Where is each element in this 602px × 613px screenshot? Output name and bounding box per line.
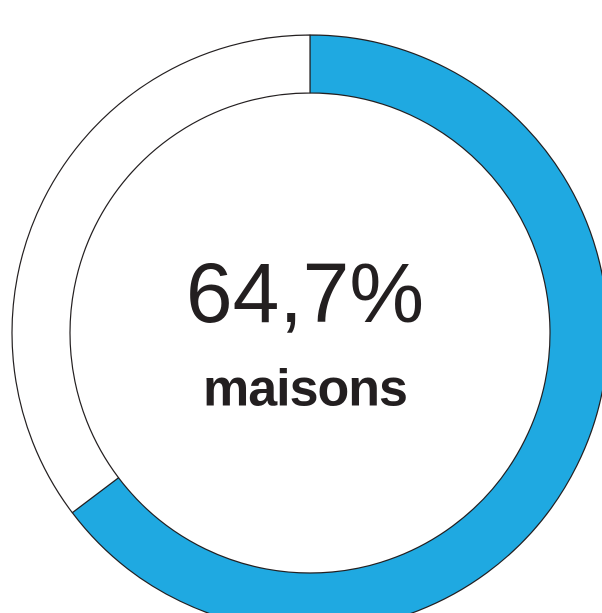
donut-segment: [11, 34, 311, 514]
donut-segment: [71, 34, 602, 613]
center-label: maisons: [203, 360, 407, 418]
center-value: 64,7%: [186, 246, 424, 340]
donut: [11, 34, 602, 613]
